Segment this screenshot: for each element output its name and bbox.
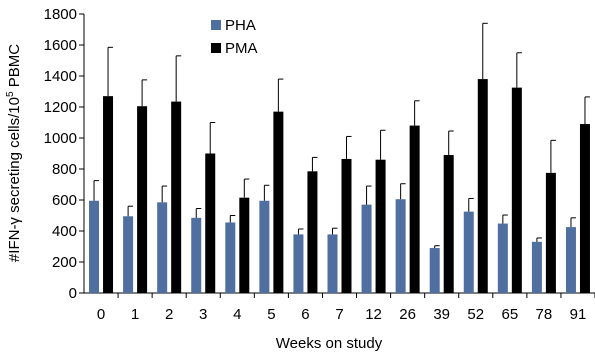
legend-swatch-pha [211, 20, 221, 30]
bar-pha-4 [225, 222, 236, 293]
bar-pma-1 [137, 106, 148, 293]
bar-pha-2 [157, 202, 168, 293]
bar-pma-52 [477, 79, 488, 293]
bar-pma-6 [307, 171, 318, 293]
bar-pma-7 [341, 158, 352, 293]
x-axis: 0 1 2 3 4 5 6 7 12 26 39 52 65 78 91 [84, 292, 595, 323]
x-tick-label: 7 [335, 306, 343, 323]
x-tick-label: 2 [165, 306, 173, 323]
y-tick-label: 200 [52, 254, 77, 271]
bar-pha-12 [361, 204, 372, 293]
bar-pma-39 [443, 155, 454, 293]
bar-pma-91 [579, 124, 590, 293]
x-tick-label: 3 [199, 306, 207, 323]
bars-group [89, 79, 590, 294]
x-tick-label: 78 [536, 306, 553, 323]
bar-pha-0 [89, 200, 100, 293]
bar-pha-39 [429, 248, 440, 293]
x-tick-label: 26 [399, 306, 416, 323]
bar-pha-3 [191, 217, 202, 293]
bar-pma-2 [171, 101, 182, 293]
x-tick-label: 5 [267, 306, 275, 323]
bar-pha-7 [327, 234, 338, 293]
bar-pma-4 [239, 197, 250, 293]
y-axis-title-tail: PBMC [6, 44, 23, 92]
error-bars-group [93, 22, 590, 249]
y-axis-title-superscript: 5 [5, 91, 16, 97]
bar-pma-26 [409, 125, 420, 293]
x-tick-label: 65 [501, 306, 518, 323]
x-tick-label: 12 [365, 306, 382, 323]
x-tick-label: 6 [301, 306, 309, 323]
x-tick-label: 1 [131, 306, 139, 323]
bar-pha-26 [395, 199, 406, 293]
bar-pha-52 [463, 211, 474, 293]
y-axis-title-main: #IFN-γ secreting cells/10 [6, 97, 23, 262]
y-tick-label: 600 [52, 192, 77, 209]
y-tick-label: 1000 [44, 130, 77, 147]
bar-pha-6 [293, 234, 304, 293]
x-tick-label: 0 [97, 306, 105, 323]
bar-pha-1 [123, 216, 134, 293]
y-tick-label: 1400 [44, 68, 77, 85]
legend: PHA PMA [211, 17, 258, 57]
x-tick-label: 91 [570, 306, 587, 323]
bar-pha-5 [259, 200, 270, 293]
bar-pha-78 [531, 241, 542, 293]
legend-label-pha: PHA [225, 17, 256, 34]
y-tick-label: 1200 [44, 99, 77, 116]
x-axis-title: Weeks on study [276, 335, 383, 352]
bar-pha-91 [565, 227, 576, 293]
bar-pma-5 [273, 111, 284, 294]
legend-swatch-pma [211, 43, 221, 53]
bar-pma-78 [545, 172, 556, 293]
legend-label-pma: PMA [225, 40, 258, 57]
x-tick-label: 4 [233, 306, 241, 323]
y-tick-label: 0 [69, 285, 77, 302]
x-tick-label: 39 [433, 306, 450, 323]
y-tick-label: 400 [52, 223, 77, 240]
bar-pma-3 [205, 153, 216, 293]
y-axis: 0 200 400 600 800 1000 1200 1400 1600 1800 [44, 6, 85, 302]
bar-pma-12 [375, 159, 386, 293]
x-tick-label: 52 [467, 306, 484, 323]
y-tick-label: 1800 [44, 6, 77, 23]
y-tick-label: 800 [52, 161, 77, 178]
bar-pma-65 [511, 87, 522, 293]
y-axis-title: #IFN-γ secreting cells/105 PBMC [5, 44, 23, 262]
bar-pha-65 [497, 223, 508, 293]
y-tick-label: 1600 [44, 37, 77, 54]
bar-pma-0 [103, 96, 114, 294]
